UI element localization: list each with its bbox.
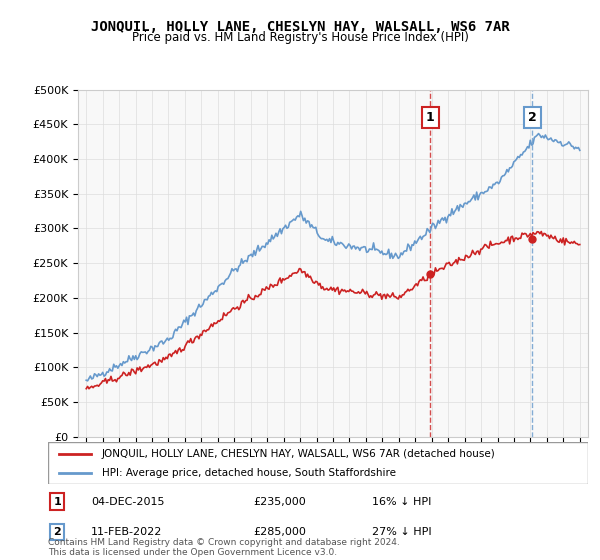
Text: 2: 2 [53, 527, 61, 537]
Text: £235,000: £235,000 [253, 497, 306, 507]
Text: Contains HM Land Registry data © Crown copyright and database right 2024.
This d: Contains HM Land Registry data © Crown c… [48, 538, 400, 557]
Text: 27% ↓ HPI: 27% ↓ HPI [372, 527, 431, 537]
Text: 04-DEC-2015: 04-DEC-2015 [91, 497, 164, 507]
Text: 11-FEB-2022: 11-FEB-2022 [91, 527, 163, 537]
Text: 1: 1 [53, 497, 61, 507]
Text: HPI: Average price, detached house, South Staffordshire: HPI: Average price, detached house, Sout… [102, 468, 396, 478]
Text: Price paid vs. HM Land Registry's House Price Index (HPI): Price paid vs. HM Land Registry's House … [131, 31, 469, 44]
FancyBboxPatch shape [48, 442, 588, 484]
Text: £285,000: £285,000 [253, 527, 306, 537]
Text: JONQUIL, HOLLY LANE, CHESLYN HAY, WALSALL, WS6 7AR (detached house): JONQUIL, HOLLY LANE, CHESLYN HAY, WALSAL… [102, 449, 496, 459]
Text: 16% ↓ HPI: 16% ↓ HPI [372, 497, 431, 507]
Text: JONQUIL, HOLLY LANE, CHESLYN HAY, WALSALL, WS6 7AR: JONQUIL, HOLLY LANE, CHESLYN HAY, WALSAL… [91, 20, 509, 34]
Text: 2: 2 [528, 111, 537, 124]
Text: 1: 1 [426, 111, 435, 124]
